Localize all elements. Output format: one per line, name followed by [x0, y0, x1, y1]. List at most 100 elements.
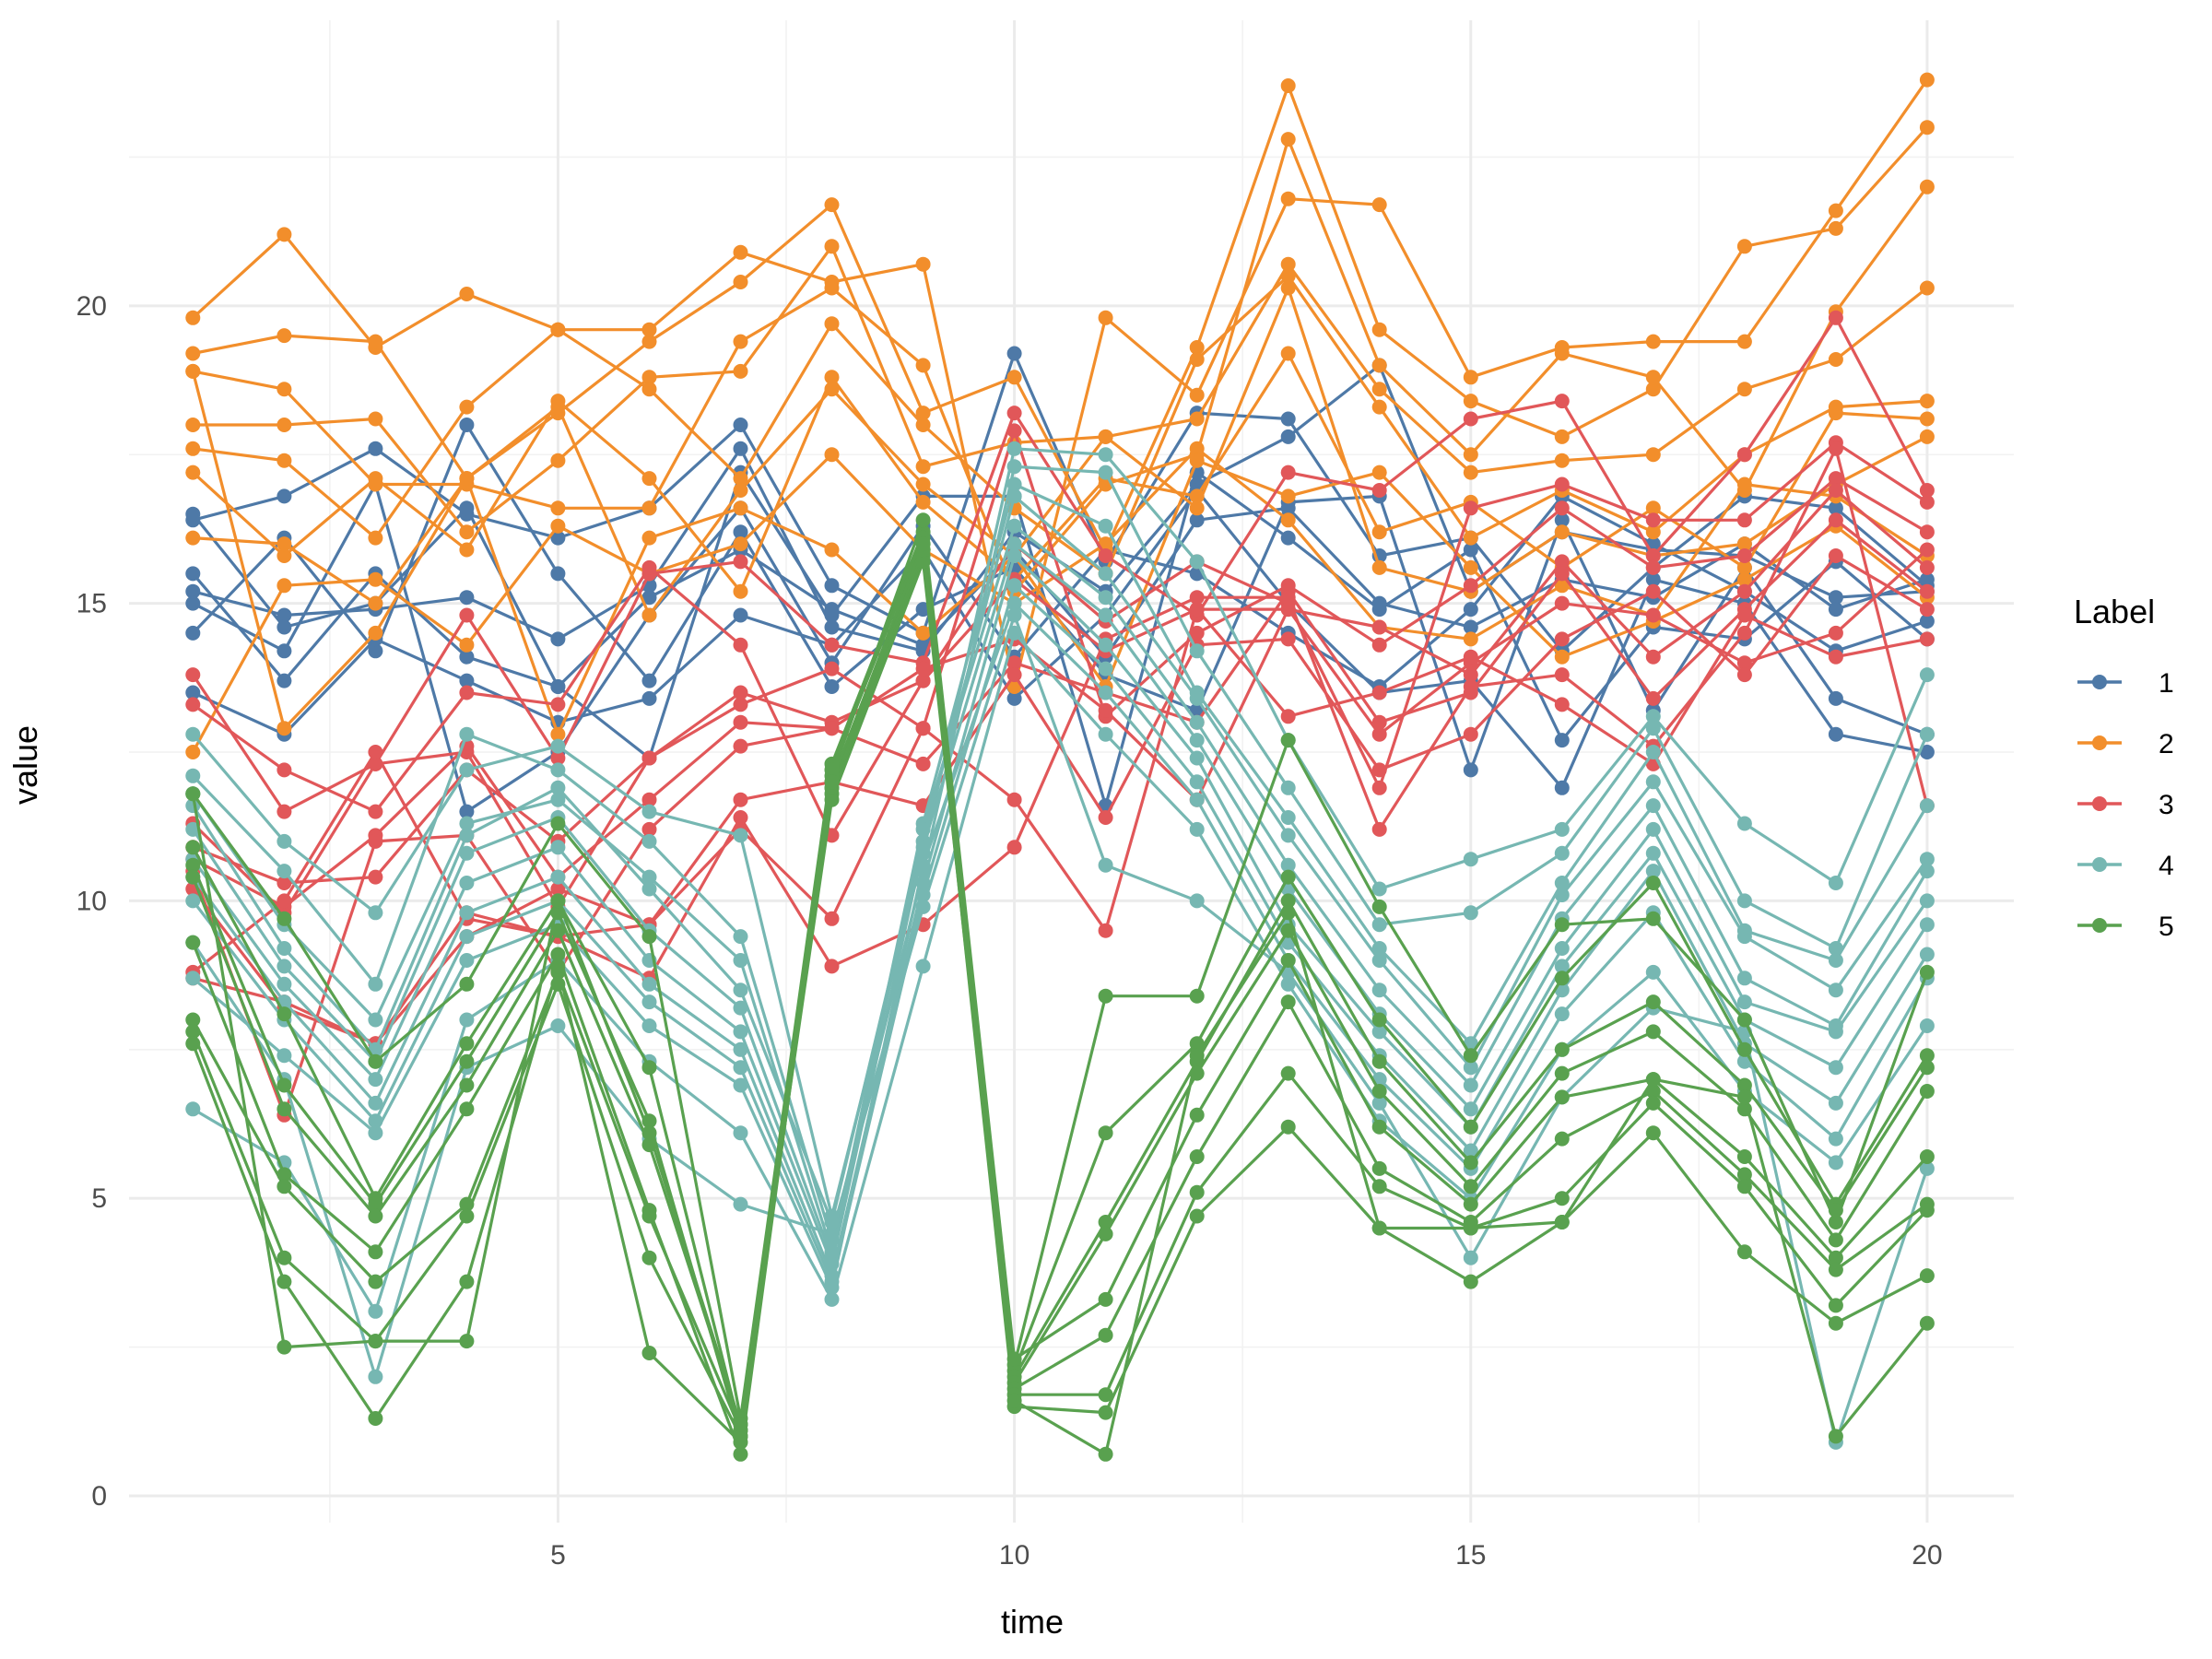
series-5-point-5-18: [1828, 1262, 1843, 1277]
series-4-point-7-5: [641, 994, 657, 1010]
series-4-point-5-11: [1189, 733, 1205, 748]
series-4-line-2: [191, 482, 1929, 1253]
series-3-point-7-7: [824, 911, 840, 926]
series-5-point-8-14: [1463, 1220, 1478, 1236]
series-1-line-6: [192, 506, 1928, 688]
series-3-point-7-11: [1189, 602, 1205, 618]
series-5-point-0-4: [550, 816, 566, 831]
series-5-point-0-10: [1098, 988, 1113, 1004]
series-3-point-8-6: [733, 810, 748, 825]
series-2-point-5-2: [368, 471, 383, 487]
series-2-point-0-5: [641, 322, 657, 337]
series-4-point-3-1: [276, 941, 292, 956]
series-2-point-5-8: [915, 494, 931, 510]
series-5-point-8-2: [368, 1334, 383, 1349]
series-4-point-6-11: [1189, 750, 1205, 766]
series-4-point-6-8: [915, 876, 931, 890]
series-3-point-7-13: [1371, 685, 1387, 700]
series-5-point-5-3: [459, 1196, 475, 1212]
series-3-point-0-16: [1645, 548, 1661, 563]
series-3-line-3: [192, 488, 1928, 914]
series-2-point-1-12: [1280, 78, 1296, 93]
series-4-point-7-19: [1919, 947, 1935, 962]
series-2-point-4-4: [550, 322, 566, 337]
series-2-point-0-8: [915, 256, 931, 272]
series-5-point-2-16: [1645, 994, 1661, 1010]
series-3-point-8-18: [1828, 441, 1843, 456]
series-2-point-2-8: [915, 358, 931, 373]
series-3-point-0-12: [1280, 465, 1296, 480]
series-1-point-5-14: [1463, 602, 1478, 618]
series-5-line-8: [191, 542, 1929, 1456]
series-5-point-8-19: [1919, 1315, 1935, 1331]
series-4-line-6: [192, 554, 1929, 1277]
series-4-point-8-18: [1828, 1131, 1843, 1147]
series-2-point-5-1: [276, 548, 292, 563]
series-1-point-5-0: [185, 595, 201, 611]
series-2-point-4-2: [368, 530, 383, 546]
series-3-point-1-6: [733, 637, 748, 653]
series-3-point-5-18: [1828, 625, 1843, 641]
series-3-line-4: [192, 518, 1928, 909]
series-5-line-4: [191, 518, 1929, 1456]
series-4-point-3-11: [1189, 690, 1205, 706]
series-1-point-0-7: [824, 578, 840, 594]
series-3-point-4-18: [1828, 512, 1843, 528]
series-5-point-3-11: [1189, 1065, 1205, 1081]
series-2-point-2-7: [824, 280, 840, 296]
series-5-point-8-0: [185, 786, 201, 802]
series-5-point-6-12: [1280, 1065, 1296, 1081]
series-4-point-10-8: [915, 899, 931, 914]
series-2-point-0-10: [1098, 310, 1113, 325]
series-3-point-5-5: [641, 821, 657, 837]
series-1-point-3-3: [459, 649, 475, 665]
series-5-point-1-16: [1645, 876, 1661, 890]
series-3-point-5-19: [1919, 542, 1935, 558]
series-2-point-5-6: [733, 583, 748, 599]
series-5-point-6-7: [824, 762, 840, 778]
series-5-point-7-18: [1828, 1315, 1843, 1331]
series-3-point-3-17: [1736, 583, 1752, 599]
series-1-point-6-1: [276, 619, 292, 635]
series-4-point-7-0: [185, 893, 201, 909]
series-4-point-8-5: [641, 1018, 657, 1033]
series-2-point-6-7: [824, 382, 840, 397]
series-3-point-2-19: [1919, 524, 1935, 540]
series-3-point-2-17: [1736, 548, 1752, 563]
y-tick-label-1: 5: [91, 1183, 107, 1214]
series-4-point-5-19: [1919, 893, 1935, 909]
series-3-point-6-15: [1554, 631, 1570, 647]
series-3-point-7-8: [915, 721, 931, 736]
series-4-point-0-6: [733, 828, 748, 843]
series-3-point-0-4: [550, 750, 566, 766]
series-5-point-3-4: [550, 923, 566, 938]
series-5-point-2-13: [1371, 1053, 1387, 1069]
series-2-point-7-7: [824, 447, 840, 463]
series-4-point-7-2: [368, 1113, 383, 1129]
series-2-point-6-13: [1371, 559, 1387, 575]
series-3-point-4-8: [915, 756, 931, 771]
series-5-point-7-17: [1736, 1244, 1752, 1260]
series-2-point-1-5: [641, 334, 657, 349]
series-1-point-2-4: [550, 566, 566, 582]
series-4-point-8-7: [824, 1280, 840, 1295]
series-2-point-6-10: [1098, 429, 1113, 444]
series-3-point-6-6: [733, 792, 748, 807]
x-tick-label-0: 5: [550, 1540, 566, 1571]
series-5-line-3: [191, 554, 1929, 1427]
series-4-point-2-18: [1828, 953, 1843, 968]
series-3-point-2-18: [1828, 471, 1843, 487]
series-4-point-4-17: [1736, 971, 1752, 986]
series-4-line-7: [192, 583, 1929, 1284]
series-5-point-0-12: [1280, 733, 1296, 748]
series-5-point-5-15: [1554, 1131, 1570, 1147]
series-2-point-1-2: [368, 334, 383, 349]
series-5-point-4-17: [1736, 1149, 1752, 1164]
x-tick-label-3: 20: [1912, 1540, 1942, 1571]
legend-keys: 1 2 3 4 5: [2077, 668, 2174, 942]
series-2-point-8-17: [1736, 571, 1752, 587]
series-5-point-3-10: [1098, 1226, 1113, 1241]
y-tick-label-3: 15: [76, 589, 107, 619]
series-5-point-8-17: [1736, 1089, 1752, 1105]
series-5-point-6-5: [641, 1250, 657, 1265]
